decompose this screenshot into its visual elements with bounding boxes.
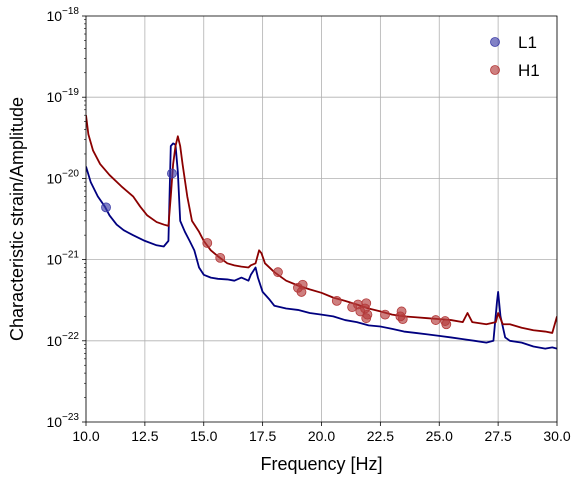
scatter-point-h1 (273, 267, 283, 278)
x-tick-label: 25.0 (426, 428, 453, 444)
y-tick-label: 10−20 (46, 168, 79, 186)
x-tick-label: 20.0 (308, 428, 335, 444)
legend-label-h1: H1 (518, 61, 540, 80)
curve-line-1 (86, 115, 557, 334)
scatter-point-h1 (331, 296, 342, 306)
y-axis-label: Characteristic strain/Amplitude (7, 97, 27, 341)
scatter-point-h1 (202, 238, 213, 248)
curve-line-0 (86, 142, 557, 350)
y-tick-label: 10−21 (46, 250, 79, 268)
scatter-point-h1 (215, 252, 226, 263)
axis-ticks (82, 15, 558, 426)
y-tick-base: 10 (46, 8, 62, 24)
scatter-point-h1 (441, 319, 452, 330)
y-tick-base: 10 (46, 333, 62, 349)
legend-marker-l1 (490, 37, 500, 47)
y-tick-label: 10−18 (46, 6, 79, 24)
x-tick-labels: 10.0 12.5 15.0 17.5 20.0 22.5 25.0 27.5 30.0 (72, 428, 570, 444)
y-tick-base: 10 (46, 170, 62, 186)
scatter-point-h1 (380, 309, 390, 320)
grid-lines (85, 16, 558, 422)
curves (86, 115, 557, 350)
x-tick-label: 17.5 (249, 428, 276, 444)
y-tick-base: 10 (46, 89, 62, 105)
x-tick-label: 12.5 (131, 428, 158, 444)
scatter-point-h1 (297, 279, 308, 290)
y-tick-exponent: −23 (62, 412, 79, 423)
legend-marker-h1 (490, 65, 500, 75)
x-tick-label: 30.0 (543, 428, 570, 444)
y-tick-base: 10 (46, 414, 62, 430)
scatter-points (101, 168, 452, 330)
scatter-point-h1 (430, 315, 441, 325)
scatter-point-l1 (101, 202, 111, 213)
y-tick-label: 10−22 (46, 331, 79, 349)
y-tick-exponent: −19 (62, 87, 79, 98)
x-tick-label: 27.5 (485, 428, 512, 444)
scatter-point-h1 (361, 313, 372, 324)
y-tick-label: 10−19 (46, 87, 79, 105)
y-tick-exponent: −18 (62, 6, 79, 17)
scatter-point-h1 (397, 314, 408, 325)
x-tick-label: 22.5 (367, 428, 394, 444)
y-tick-exponent: −21 (62, 250, 79, 261)
y-tick-exponent: −20 (62, 168, 79, 179)
y-tick-exponent: −22 (62, 331, 79, 342)
legend-label-l1: L1 (518, 33, 537, 52)
x-tick-label: 15.0 (190, 428, 217, 444)
scatter-point-l1 (167, 168, 177, 179)
scatter-point-h1 (361, 298, 372, 309)
x-tick-label: 10.0 (72, 428, 99, 444)
y-tick-base: 10 (46, 252, 62, 268)
y-tick-label: 10−23 (46, 412, 79, 430)
x-axis-label: Frequency [Hz] (260, 454, 382, 474)
